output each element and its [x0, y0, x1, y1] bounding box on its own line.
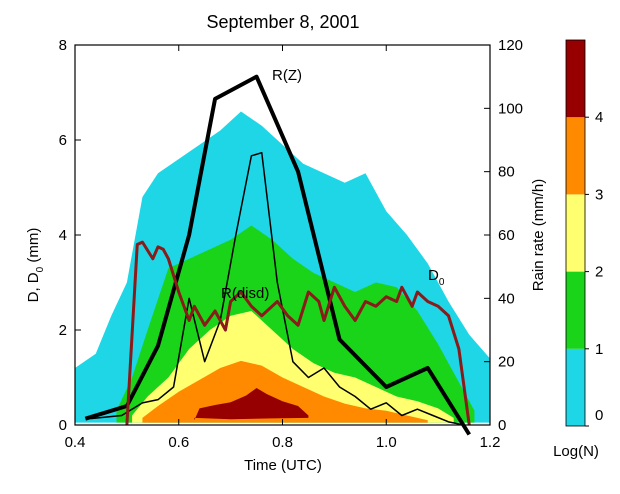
- colorbar-tick-label: 3: [595, 186, 603, 203]
- series-lines: [84, 74, 471, 436]
- annotation-d0: D0: [428, 267, 445, 288]
- y-axis-label-left-unit: (mm): [25, 228, 42, 267]
- contour-level-4: [194, 387, 309, 421]
- series-line-1: [90, 151, 465, 426]
- colorbar-tick-label: 0: [595, 407, 603, 424]
- colorbar-frame: [565, 39, 586, 427]
- y-right-tick-label: 100: [498, 100, 523, 117]
- y-left-tick-label: 4: [59, 227, 67, 244]
- y-axis-label-right: Rain rate (mm/h): [530, 179, 547, 292]
- y-right-tick-label: 80: [498, 164, 515, 181]
- x-tick-label: 1.2: [480, 434, 501, 451]
- colorbar-band-4: [566, 40, 585, 118]
- colorbar-label: Log(N): [553, 443, 599, 460]
- y-left-tick-label: 2: [59, 322, 67, 339]
- y-right-tick-label: 40: [498, 290, 515, 307]
- y-axis-label-left-sub: 0: [35, 266, 46, 272]
- series-line-2: [125, 240, 471, 426]
- x-tick-label: 0.4: [65, 434, 86, 451]
- y-right-tick-label: 20: [498, 354, 515, 371]
- y-right-tick-label: 60: [498, 227, 515, 244]
- x-axis-label: Time (UTC): [244, 457, 322, 474]
- y-right-tick-label: 0: [498, 417, 506, 434]
- y-left-tick-label: 0: [59, 417, 67, 434]
- y-right-tick-label: 120: [498, 37, 523, 54]
- x-tick-label: 0.6: [168, 434, 189, 451]
- colorbar-band-2: [566, 194, 585, 272]
- annotation-d0-main: D: [428, 267, 439, 284]
- contour-fill: [75, 111, 490, 423]
- chart-title: September 8, 2001: [206, 12, 359, 32]
- y-axis-label-left-main: D, D: [25, 272, 42, 302]
- colorbar-band-3: [566, 117, 585, 195]
- y-left-tick-label: 8: [59, 37, 67, 54]
- annotation-d0-sub: 0: [439, 277, 445, 288]
- colorbar-band-0: [566, 348, 585, 426]
- annotation-rdisd: R(disd): [221, 285, 269, 302]
- colorbar-tick-label: 2: [595, 264, 603, 281]
- annotation-rz: R(Z): [272, 67, 302, 84]
- colorbar-band-1: [566, 271, 585, 349]
- y-left-tick-label: 6: [59, 132, 67, 149]
- y-axis-label-left: D, D0 (mm): [25, 228, 46, 303]
- colorbar: 0 1 2 3 4: [565, 39, 603, 427]
- x-tick-label: 0.8: [272, 434, 293, 451]
- series-line-0: [84, 74, 471, 436]
- x-tick-label: 1.0: [376, 434, 397, 451]
- colorbar-tick-label: 1: [595, 341, 603, 358]
- colorbar-tick-label: 4: [595, 109, 603, 126]
